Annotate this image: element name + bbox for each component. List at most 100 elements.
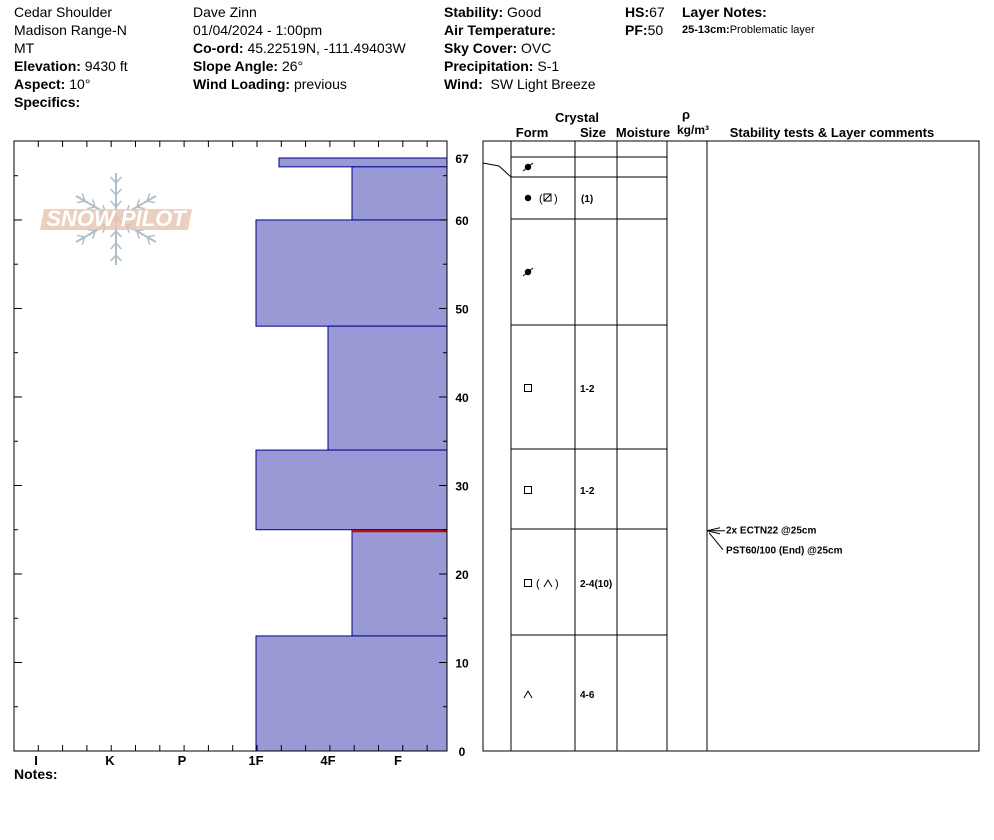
flake-branch [76,200,85,204]
precip-particle-stroke [522,267,534,277]
depth-tick-label: 10 [455,656,469,670]
hs-row: HS:67 [625,3,665,21]
aspect-row: Aspect: 10° [14,75,128,93]
flake-branch [115,188,122,196]
header-stability-comments: Stability tests & Layer comments [730,125,934,140]
site-name: Cedar Shoulder [14,4,113,20]
flake-branch [115,176,122,184]
faceted-crystal-icon [524,486,532,494]
header-size: Size [580,125,606,140]
flake-branch [91,230,96,239]
slope-value: 26° [281,58,304,74]
hardness-bar [351,166,448,221]
rounded-grain-icon [524,194,532,202]
aspect-label: Aspect: [14,76,66,92]
size-label: 4-6 [580,690,595,701]
flake-branch [91,199,96,208]
snowpilot-logo-text: SNOW PILOT [46,206,187,231]
depth-hoar-icon [523,689,533,699]
flake-branch [147,200,156,204]
site-info: Cedar Shoulder Madison Range-N MT Elevat… [14,3,128,111]
wind-loading-row: Wind Loading: previous [193,75,406,93]
pf-value: 50 [647,22,664,38]
layer-notes: Layer Notes: 25-13cm:Problematic layer [682,3,815,39]
flake-branch [136,199,141,208]
hardness-bar [255,219,448,327]
hs-label: HS: [625,4,650,20]
paren-left: ( [536,578,540,590]
aspect-value: 10° [69,76,91,92]
observer-info: Dave Zinn 01/04/2024 - 1:00pm Co-ord: 45… [193,3,406,93]
flake-branch [87,206,96,210]
sky-row: Sky Cover: OVC [444,39,596,57]
depth-tick-label: 67 [455,152,469,166]
hardness-bar [255,449,448,531]
flake-branch [115,242,122,250]
header-crystal: Crystal [555,110,599,125]
specifics-label: Specifics: [14,94,81,110]
size-label: (1) [581,194,593,205]
flake-branch [110,230,117,238]
depth-tick-label: 30 [455,479,469,493]
precip-value: S-1 [537,58,560,74]
air-temp-row: Air Temperature: [444,21,596,39]
pf-row: PF:50 [625,21,665,39]
wind-loading-label: Wind Loading: [193,76,291,92]
flake-branch [115,200,122,208]
wind-row: Wind: SW Light Breeze [444,75,596,93]
slope-label: Slope Angle: [193,58,279,74]
hardness-label: P [178,753,187,768]
depth-tick-label: 0 [459,745,466,759]
layer-note-range: 25-13cm: [682,24,730,36]
stability-leader [708,532,724,551]
depth-tick-label: 40 [455,391,469,405]
snowpilot-logo: SNOW PILOT [40,173,192,265]
flake-branch [146,236,151,245]
coord-row: Co-ord: 45.22519N, -111.49403W [193,39,406,57]
table-frame [482,140,980,752]
size-label: 1-2 [580,384,595,395]
wind-value: SW Light Breeze [490,76,596,92]
faceted-rounded-diag [543,193,552,202]
logo-banner [40,209,192,230]
hardness-bar [255,635,448,752]
size-label: 2-4(10) [580,579,612,590]
depth-info: HS:67 PF:50 [625,3,665,39]
slope-row: Slope Angle: 26° [193,57,406,75]
specifics-row: Specifics: [14,93,128,111]
flake-branch [147,234,156,238]
flake-branch [81,236,86,245]
size-label: 1-2 [580,486,595,497]
precip-particle-stroke [522,162,534,172]
hs-value: 67 [649,4,665,20]
flake-branch [115,230,122,238]
flake-branch [110,188,117,196]
paren-right: ) [554,193,558,205]
faceted-rounded-icon [543,193,552,202]
hardness-bar [351,529,448,637]
air-temp-label: Air Temperature: [444,22,556,38]
plot-frame [13,140,448,752]
stability-label: Stability: [444,4,504,20]
hardness-bar [327,325,448,451]
elevation-row: Elevation: 9430 ft [14,57,128,75]
flake-branch [110,200,117,208]
faceted-crystal-icon [524,579,532,587]
sky-value: OVC [521,40,552,56]
wind-loading-value: previous [293,76,347,92]
flake-branch [81,193,86,202]
stability-value: Good [507,4,542,20]
depth-hoar-icon [543,578,553,588]
flake-branch [110,242,117,250]
flake-branch [115,254,122,262]
coord-label: Co-ord: [193,40,244,56]
faceted-crystal-icon [524,384,532,392]
elevation-value: 9430 ft [84,58,128,74]
pf-label: PF: [625,22,648,38]
paren-right: ) [555,578,559,590]
paren-left: ( [539,193,543,205]
header-form: Form [516,125,549,140]
site-range: Madison Range-N [14,22,127,38]
observer-name: Dave Zinn [193,4,257,20]
flake-branch [76,234,85,238]
